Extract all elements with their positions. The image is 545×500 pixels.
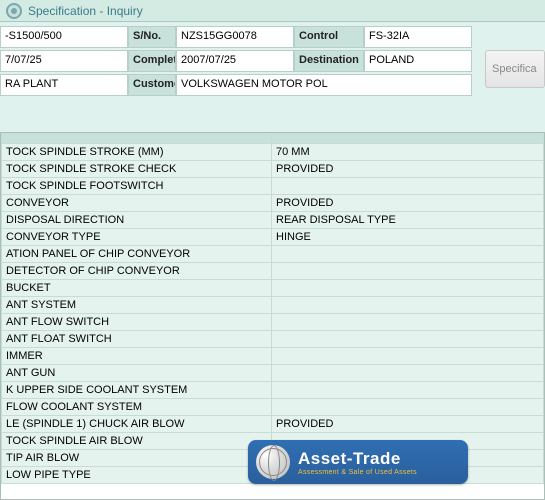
spec-cell: K UPPER SIDE COOLANT SYSTEM: [2, 382, 272, 399]
table-row[interactable]: IMMER: [2, 348, 544, 365]
table-row[interactable]: TOCK SPINDLE STROKE CHECKPROVIDED: [2, 161, 544, 178]
spec-cell: DISPOSAL DIRECTION: [2, 212, 272, 229]
specification-button-label: Specifica: [492, 63, 537, 75]
value-cell: [272, 348, 544, 365]
spec-cell: LOW PIPE TYPE: [2, 467, 272, 484]
table-row[interactable]: LE (SPINDLE 1) CHUCK AIR BLOWPROVIDED: [2, 416, 544, 433]
value-cell: [272, 382, 544, 399]
spec-table: TOCK SPINDLE STROKE (MM)70 MMTOCK SPINDL…: [1, 133, 544, 484]
spec-cell: ANT FLOAT SWITCH: [2, 331, 272, 348]
spec-cell: FLOW COOLANT SYSTEM: [2, 399, 272, 416]
header-area: -S1500/500 S/No. NZS15GG0078 Control FS-…: [0, 26, 545, 126]
sno-field: NZS15GG0078: [176, 26, 294, 48]
watermark-badge: Asset-Trade Assessment & Sale of Used As…: [248, 440, 468, 484]
value-cell: PROVIDED: [272, 416, 544, 433]
header-row-3: RA PLANT Customer VOLKSWAGEN MOTOR POL: [0, 74, 545, 96]
value-cell: [272, 263, 544, 280]
spec-cell: BUCKET: [2, 280, 272, 297]
sno-label: S/No.: [128, 26, 176, 48]
value-cell: HINGE: [272, 229, 544, 246]
value-cell: [272, 246, 544, 263]
table-row[interactable]: K UPPER SIDE COOLANT SYSTEM: [2, 382, 544, 399]
value-cell: [272, 399, 544, 416]
date-field: 7/07/25: [0, 50, 128, 72]
spec-cell: TOCK SPINDLE FOOTSWITCH: [2, 178, 272, 195]
spec-cell: ANT FLOW SWITCH: [2, 314, 272, 331]
destination-label: Destination: [294, 50, 364, 72]
table-row[interactable]: TOCK SPINDLE STROKE (MM)70 MM: [2, 144, 544, 161]
table-row[interactable]: CONVEYOR TYPEHINGE: [2, 229, 544, 246]
globe-icon: [256, 445, 290, 479]
col-spec-header: [2, 134, 272, 144]
spec-inquiry-window: Specification - Inquiry -S1500/500 S/No.…: [0, 0, 545, 500]
control-label: Control: [294, 26, 364, 48]
spec-cell: TIP AIR BLOW: [2, 450, 272, 467]
watermark-sub: Assessment & Sale of Used Assets: [298, 469, 417, 476]
table-row[interactable]: FLOW COOLANT SYSTEM: [2, 399, 544, 416]
spec-cell: TOCK SPINDLE AIR BLOW: [2, 433, 272, 450]
window-title: Specification - Inquiry: [28, 4, 143, 18]
spec-cell: LE (SPINDLE 1) CHUCK AIR BLOW: [2, 416, 272, 433]
table-row[interactable]: BUCKET: [2, 280, 544, 297]
spec-cell: CONVEYOR: [2, 195, 272, 212]
table-row[interactable]: CONVEYORPROVIDED: [2, 195, 544, 212]
specification-button[interactable]: Specifica: [485, 50, 545, 88]
value-cell: REAR DISPOSAL TYPE: [272, 212, 544, 229]
table-row[interactable]: ATION PANEL OF CHIP CONVEYOR: [2, 246, 544, 263]
customer-label: Customer: [128, 74, 176, 96]
value-cell: [272, 178, 544, 195]
value-cell: [272, 314, 544, 331]
plant-field: RA PLANT: [0, 74, 128, 96]
value-cell: PROVIDED: [272, 161, 544, 178]
table-row[interactable]: TOCK SPINDLE FOOTSWITCH: [2, 178, 544, 195]
value-cell: 70 MM: [272, 144, 544, 161]
header-row-2: 7/07/25 Completed 2007/07/25 Destination…: [0, 50, 545, 72]
watermark-main: Asset-Trade: [298, 449, 417, 469]
table-row[interactable]: DISPOSAL DIRECTIONREAR DISPOSAL TYPE: [2, 212, 544, 229]
watermark-text: Asset-Trade Assessment & Sale of Used As…: [298, 449, 417, 476]
spec-cell: TOCK SPINDLE STROKE CHECK: [2, 161, 272, 178]
value-cell: [272, 297, 544, 314]
spec-cell: TOCK SPINDLE STROKE (MM): [2, 144, 272, 161]
spec-cell: DETECTOR OF CHIP CONVEYOR: [2, 263, 272, 280]
value-cell: [272, 280, 544, 297]
completed-field: 2007/07/25: [176, 50, 294, 72]
table-row[interactable]: DETECTOR OF CHIP CONVEYOR: [2, 263, 544, 280]
table-row[interactable]: ANT SYSTEM: [2, 297, 544, 314]
title-bar: Specification - Inquiry: [0, 0, 545, 22]
destination-field: POLAND: [364, 50, 472, 72]
col-val-header: [272, 134, 544, 144]
table-row[interactable]: ANT FLOAT SWITCH: [2, 331, 544, 348]
model-field: -S1500/500: [0, 26, 128, 48]
table-header-row: [2, 134, 544, 144]
completed-label: Completed: [128, 50, 176, 72]
header-row-1: -S1500/500 S/No. NZS15GG0078 Control FS-…: [0, 26, 545, 48]
spec-cell: ANT SYSTEM: [2, 297, 272, 314]
table-row[interactable]: ANT FLOW SWITCH: [2, 314, 544, 331]
customer-field: VOLKSWAGEN MOTOR POL: [176, 74, 472, 96]
app-icon: [6, 3, 22, 19]
spec-cell: IMMER: [2, 348, 272, 365]
table-row[interactable]: ANT GUN: [2, 365, 544, 382]
value-cell: [272, 331, 544, 348]
spec-cell: CONVEYOR TYPE: [2, 229, 272, 246]
value-cell: PROVIDED: [272, 195, 544, 212]
spec-cell: ANT GUN: [2, 365, 272, 382]
value-cell: [272, 365, 544, 382]
spec-cell: ATION PANEL OF CHIP CONVEYOR: [2, 246, 272, 263]
control-field: FS-32IA: [364, 26, 472, 48]
